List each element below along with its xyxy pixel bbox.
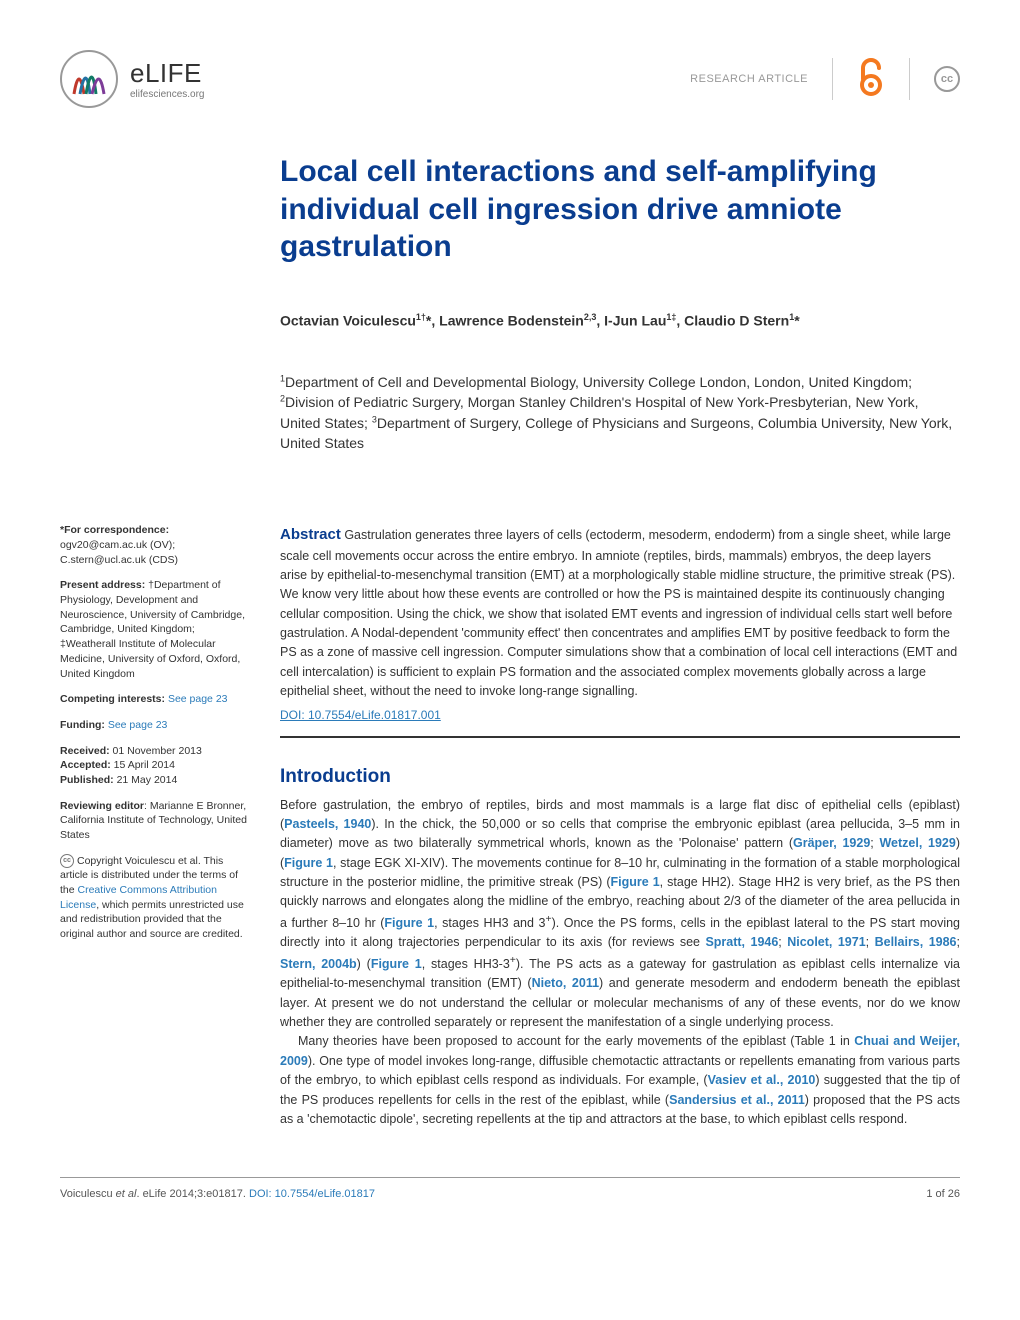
accepted-label: Accepted: [60, 759, 111, 771]
accepted-date: 15 April 2014 [111, 759, 175, 771]
page-number: 1 of 26 [926, 1188, 960, 1200]
intro-paragraph-2: Many theories have been proposed to acco… [280, 1032, 960, 1129]
article-title: Local cell interactions and self-amplify… [280, 153, 960, 266]
funding-block: Funding: See page 23 [60, 718, 252, 733]
abstract-block: Abstract Gastrulation generates three la… [280, 523, 960, 701]
funding-link[interactable]: See page 23 [108, 719, 168, 731]
dates-block: Received: 01 November 2013 Accepted: 15 … [60, 744, 252, 788]
open-access-icon [857, 57, 885, 102]
footer-citation: Voiculescu et al. eLife 2014;3:e01817. D… [60, 1188, 375, 1200]
correspondence-block: *For correspondence: ogv20@cam.ac.uk (OV… [60, 523, 252, 567]
competing-interests-block: Competing interests: See page 23 [60, 692, 252, 707]
author-list: Octavian Voiculescu1†*, Lawrence Bodenst… [280, 312, 960, 329]
correspondence-label: *For correspondence: [60, 524, 169, 536]
article-type-label: RESEARCH ARTICLE [690, 73, 808, 85]
page-footer: Voiculescu et al. eLife 2014;3:e01817. D… [60, 1177, 960, 1200]
published-label: Published: [60, 774, 114, 786]
received-label: Received: [60, 745, 110, 757]
introduction-heading: Introduction [280, 766, 960, 788]
elife-logo-icon [60, 50, 118, 108]
section-divider [280, 736, 960, 738]
competing-link[interactable]: See page 23 [168, 693, 228, 705]
journal-name: eLIFE [130, 58, 204, 89]
journal-logo-block: eLIFE elifesciences.org [60, 50, 204, 108]
received-date: 01 November 2013 [110, 745, 202, 757]
main-column: Abstract Gastrulation generates three la… [280, 523, 960, 1129]
intro-paragraph-1: Before gastrulation, the embryo of repti… [280, 796, 960, 1033]
abstract-label: Abstract [280, 526, 341, 543]
journal-url: elifesciences.org [130, 89, 204, 100]
funding-label: Funding: [60, 719, 105, 731]
present-address-block: Present address: †Department of Physiolo… [60, 578, 252, 681]
divider [909, 58, 910, 100]
sidebar-metadata: *For correspondence: ogv20@cam.ac.uk (OV… [60, 523, 252, 1129]
footer-doi-link[interactable]: DOI: 10.7554/eLife.01817 [249, 1188, 375, 1200]
copyright-text: Copyright Voiculescu et al. This article… [60, 855, 244, 940]
page-header: eLIFE elifesciences.org RESEARCH ARTICLE… [60, 50, 960, 108]
affiliations: 1Department of Cell and Developmental Bi… [280, 372, 960, 453]
correspondence-text: ogv20@cam.ac.uk (OV); C.stern@ucl.ac.uk … [60, 539, 178, 566]
present-address-text: †Department of Physiology, Development a… [60, 579, 245, 679]
published-date: 21 May 2014 [114, 774, 178, 786]
journal-name-block: eLIFE elifesciences.org [130, 58, 204, 100]
introduction-body: Before gastrulation, the embryo of repti… [280, 796, 960, 1130]
copyright-block: ccCopyright Voiculescu et al. This artic… [60, 854, 252, 942]
present-address-label: Present address: [60, 579, 145, 591]
abstract-text: Gastrulation generates three layers of c… [280, 528, 957, 698]
header-right: RESEARCH ARTICLE cc [690, 57, 960, 102]
rev-editor-label: Reviewing editor [60, 800, 144, 812]
abstract-doi-link[interactable]: DOI: 10.7554/eLife.01817.001 [280, 708, 960, 722]
cc-license-icon: cc [934, 66, 960, 92]
competing-label: Competing interests: [60, 693, 165, 705]
reviewing-editor-block: Reviewing editor: Marianne E Bronner, Ca… [60, 799, 252, 843]
cc-small-icon: cc [60, 854, 74, 868]
divider [832, 58, 833, 100]
